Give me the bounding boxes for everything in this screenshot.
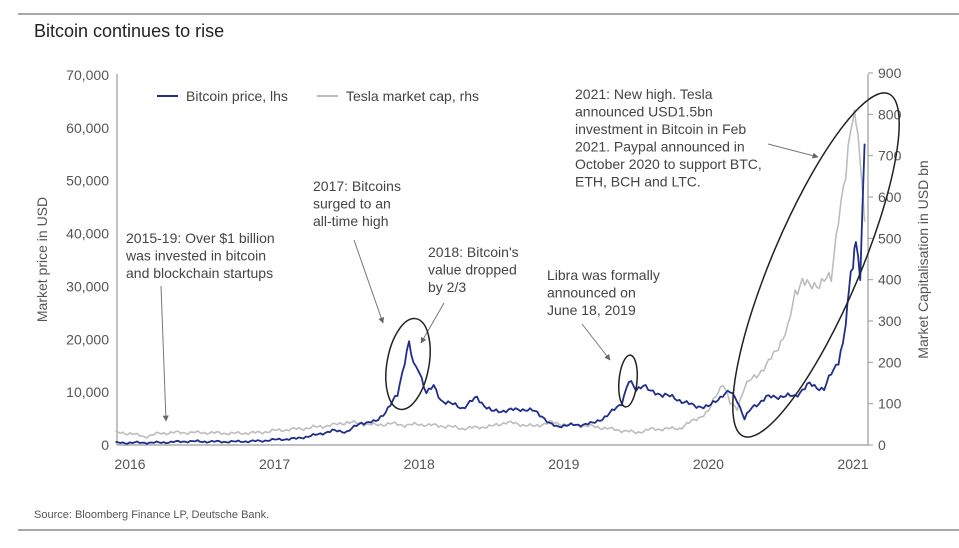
arrow-2021 [767,143,819,159]
y-tick-label: 60,000 [66,120,109,136]
annotation-line: surged to an [313,196,391,212]
annotation-line: and blockchain startups [126,265,273,281]
bottom-rule [18,529,959,531]
x-tick-label: 2018 [404,456,435,472]
legend: Bitcoin price, lhs Tesla market cap, rhs [157,88,479,104]
annotation-line: was invested in bitcoin [125,248,266,264]
annotation-a2015: 2015-19: Over $1 billion was invested in … [125,230,275,281]
y2-tick-label: 300 [878,313,902,329]
annotation-line: all-time high [313,213,388,229]
ellipse-libra [618,354,638,408]
annotation-line: 2021: New high. Tesla [575,86,713,102]
ellipse-2017-peak [385,317,431,411]
tesla-market-cap-line [115,109,866,439]
annotation-line: 2017: Bitcoins [313,178,401,194]
arrow-2017 [353,239,385,324]
arrow-2018 [420,302,445,344]
legend-label-tesla: Tesla market cap, rhs [346,88,479,104]
y-tick-label: 50,000 [66,173,109,189]
y2-tick-label: 0 [878,437,886,453]
y-tick-label: 70,000 [66,67,109,83]
top-rule [18,13,959,15]
annotation-line: October 2020 to support BTC, [575,156,762,172]
y2-tick-label: 400 [878,272,902,288]
annotation-line: announced USD1.5bn [575,104,713,120]
annotation-line: Libra was formally [547,267,660,283]
arrow-2015 [160,285,169,422]
y2-tick-label: 100 [878,396,902,412]
y2-tick-label: 600 [878,189,902,205]
annotation-line: ETH, BCH and LTC. [575,174,701,190]
annotation-line: 2018: Bitcoin's [428,244,519,260]
axes: 0 10,000 20,000 30,000 40,000 50,000 60,000 70,… [34,65,931,472]
chart-title: Bitcoin continues to rise [34,21,225,41]
series-group [115,109,866,445]
source-note: Source: Bloomberg Finance LP, Deutsche B… [34,509,270,521]
y2-tick-label: 800 [878,106,902,122]
annotation-line: 2015-19: Over $1 billion [126,230,275,246]
y2-tick-label: 500 [878,230,902,246]
x-tick-label: 2016 [114,456,145,472]
y-tick-label: 0 [101,437,109,453]
annotation-line: 2021. Paypal announced in [575,139,745,155]
y-tick-label: 10,000 [66,384,109,400]
annotation-line: announced on [547,285,636,301]
arrow-libra [581,323,611,361]
y2-tick-label: 900 [878,65,902,81]
y-tick-label: 40,000 [66,226,109,242]
legend-label-bitcoin: Bitcoin price, lhs [186,88,288,104]
annotation-line: investment in Bitcoin in Feb [575,121,746,137]
annotations: 2015-19: Over $1 billion was invested in … [125,86,900,438]
annotation-line: June 18, 2019 [547,302,636,318]
annotation-a2021: 2021: New high. Tesla announced USD1.5bni… [575,86,762,190]
annotation-line: by 2/3 [428,279,466,295]
x-tick-label: 2017 [259,456,290,472]
bitcoin-price-line [115,143,866,445]
x-tick-label: 2020 [693,456,724,472]
x-tick-label: 2021 [837,456,868,472]
y2-tick-label: 200 [878,354,902,370]
x-tick-label: 2019 [548,456,579,472]
y-tick-label: 30,000 [66,278,109,294]
y2-tick-label: 700 [878,148,902,164]
y-axis-title: Market price in USD [34,197,50,322]
ellipse-2021 [732,92,900,438]
y-tick-label: 20,000 [66,331,109,347]
y2-axis-title: Market Capitalisation in USD bn [915,160,931,358]
annotation-line: value dropped [428,262,517,278]
